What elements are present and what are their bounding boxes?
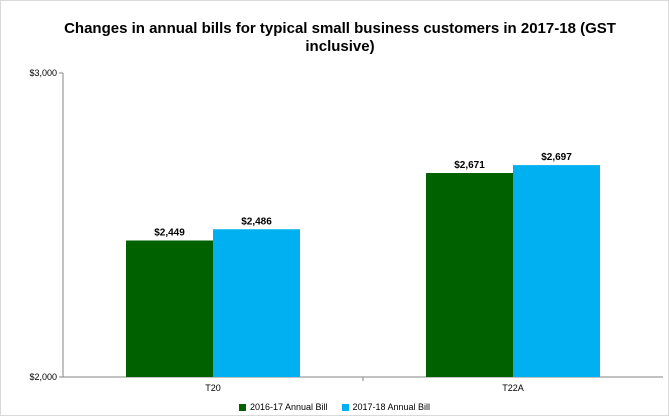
legend-swatch: [341, 403, 349, 411]
chart-legend: 2016-17 Annual Bill 2017-18 Annual Bill: [0, 401, 669, 413]
y-tick-label: $2,000: [29, 372, 57, 382]
legend-item: 2017-18 Annual Bill: [341, 402, 431, 412]
legend-label: 2017-18 Annual Bill: [352, 402, 431, 412]
chart-title: Changes in annual bills for typical smal…: [64, 20, 616, 55]
bar: [426, 173, 513, 377]
x-tick-label: T20: [205, 383, 221, 393]
bar-chart: $2,000 $3,000 T20 $2,449 $2,486 T22A $2,671 $2,…: [29, 68, 663, 393]
data-label: $2,486: [241, 216, 272, 227]
legend-item: 2016-17 Annual Bill: [238, 402, 328, 412]
data-label: $2,449: [154, 228, 185, 239]
data-label: $2,671: [454, 160, 485, 171]
bar: [213, 229, 300, 377]
y-tick-label: $3,000: [29, 68, 57, 78]
legend-swatch: [238, 403, 246, 411]
bar: [126, 240, 213, 377]
legend-label: 2016-17 Annual Bill: [249, 402, 328, 412]
data-label: $2,697: [541, 152, 572, 163]
bar: [513, 165, 600, 377]
x-tick-label: T22A: [502, 383, 524, 393]
